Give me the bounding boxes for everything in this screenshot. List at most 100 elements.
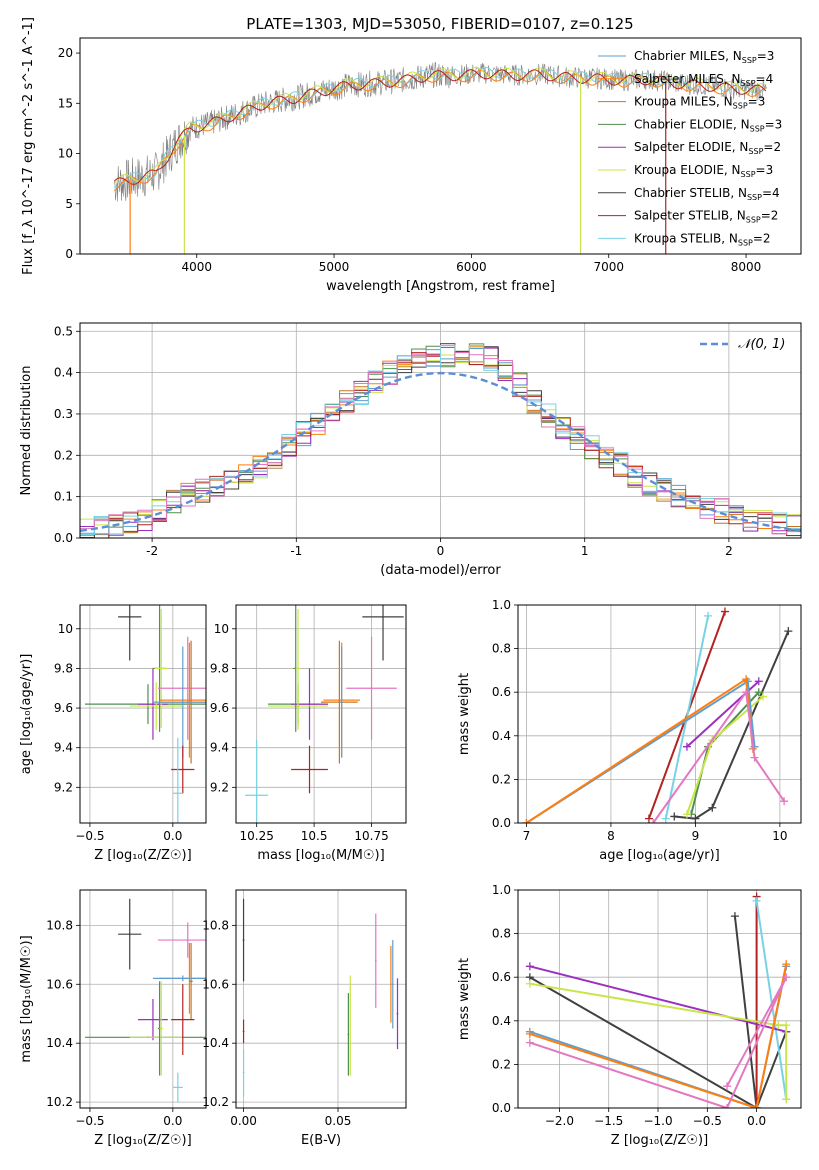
legend-entry: Chabrier STELIB, NSSP=4 (634, 186, 780, 202)
plot-frame (517, 604, 802, 824)
mass-vs-z-panel: −0.5 0.0 10.2 10.4 10.6 10.8 Z [log₁₀(Z/Z☉)] ma… (19, 889, 207, 1148)
legend-entry: Salpeter STELIB, NSSP=2 (634, 209, 778, 225)
legend-subscript: SSP (738, 238, 753, 247)
y-tick-label: 15 (58, 96, 73, 110)
data-point (176, 1086, 179, 1089)
y-tick-label: 0.6 (492, 685, 511, 699)
y-tick-label: 0.0 (492, 1101, 511, 1115)
y-tick-label: 0.0 (54, 531, 73, 545)
data-point-marker (752, 1104, 761, 1108)
y-tick-label: 10.2 (46, 1095, 73, 1109)
plot-frame (79, 37, 802, 255)
data-point (160, 1027, 163, 1030)
model-spectrum-line (113, 69, 767, 185)
data-point (391, 983, 394, 986)
x-tick-label: 7000 (593, 260, 624, 274)
mass-vs-ebv-panel: 0.00 0.05 10.2 10.4 10.6 10.8 E(B-V) (202, 889, 407, 1148)
y-tick-label: 20 (58, 46, 73, 60)
data-point (152, 703, 154, 705)
data-point-marker (682, 742, 691, 751)
x-axis-label: Z [log₁₀(Z/Z☉)] (94, 848, 191, 863)
x-tick-label: 7 (523, 829, 531, 843)
data-point (349, 1024, 352, 1027)
y-tick-label: 0.4 (492, 729, 511, 743)
data-point (297, 667, 299, 670)
legend-subscript: SSP (741, 170, 756, 179)
legend-label: Chabrier ELODIE, N (634, 117, 750, 131)
legend-label: Kroupa MILES, N (634, 95, 733, 109)
residuals-panel: -2 -1 0 1 2 0.0 0.1 0.2 0.3 0.4 0.5 (data-model)/er… (19, 322, 802, 578)
plot-area (84, 898, 206, 1103)
x-tick-label: 5000 (319, 260, 350, 274)
y-axis-label: age [log₁₀(age/yr)] (19, 654, 34, 775)
legend-label: Kroupa STELIB, N (634, 231, 738, 245)
data-point-marker (782, 973, 791, 982)
legend-label: Kroupa ELODIE, N (634, 163, 741, 177)
data-point (190, 980, 192, 983)
legend-suffix: =2 (763, 140, 781, 154)
data-point (160, 667, 163, 670)
data-point (186, 687, 189, 690)
data-point-marker (682, 810, 691, 819)
plot-area (245, 605, 404, 823)
y-tick-label: 10.4 (46, 1036, 73, 1050)
data-point-marker (784, 627, 793, 636)
y-tick-label: 10.6 (46, 977, 73, 991)
plot-area (84, 605, 206, 823)
y-tick-label: 10 (58, 622, 73, 636)
y-tick-label: 9.4 (54, 741, 73, 755)
age-vs-z-panel: −0.5 0.0 9.2 9.4 9.6 9.8 10 Z [log₁₀(Z/Z☉)] age … (19, 604, 207, 863)
x-tick-label: 8000 (731, 260, 762, 274)
data-point-marker (644, 814, 653, 823)
data-point-marker (782, 1095, 791, 1104)
data-point-marker (661, 814, 670, 823)
y-tick-label: 0 (65, 247, 73, 261)
x-axis-label: Z [log₁₀(Z/Z☉)] (94, 1133, 191, 1148)
data-point-marker (525, 962, 534, 971)
residual-histogram (80, 357, 801, 536)
y-tick-label: 0.4 (492, 1014, 511, 1028)
legend-suffix: =2 (761, 209, 779, 223)
data-point (181, 977, 184, 980)
y-axis-label: Flux [f_λ 10^-17 erg cm^-2 s^-1 A^-1] (21, 17, 36, 275)
y-tick-label: 0.3 (54, 407, 73, 421)
data-point (396, 1012, 399, 1015)
data-point-marker (774, 1021, 783, 1030)
legend-suffix: =3 (748, 95, 766, 109)
legend-subscript: SSP (748, 147, 763, 156)
legend-label: Chabrier MILES, N (634, 49, 742, 63)
legend-entry: Kroupa STELIB, NSSP=2 (634, 231, 771, 247)
data-point-marker (525, 979, 534, 988)
plot-frame (235, 889, 407, 1109)
legend-suffix: =4 (756, 72, 774, 86)
data-point-marker (649, 819, 658, 823)
y-tick-label: 9.2 (210, 780, 229, 794)
legend-subscript: SSP (750, 124, 765, 133)
y-axis-label: Normed distribution (19, 366, 34, 496)
data-point (255, 794, 258, 797)
x-tick-label: 0 (437, 544, 445, 558)
y-tick-label: 10 (214, 622, 229, 636)
x-axis-label: E(B-V) (301, 1133, 341, 1148)
data-point-marker (704, 611, 713, 620)
y-tick-label: 10 (58, 147, 73, 161)
x-tick-label: 0.0 (163, 829, 182, 843)
x-axis-label: (data-model)/error (380, 563, 501, 578)
data-point (242, 1030, 245, 1033)
x-tick-label: 10 (772, 829, 787, 843)
x-tick-label: −0.5 (75, 1114, 104, 1128)
data-point-marker (723, 1104, 732, 1108)
data-point (181, 701, 184, 704)
model-spectrum-line (113, 66, 767, 185)
spectrum-panel: 4000 5000 6000 7000 8000 0 5 10 15 20 wavelength [… (21, 17, 802, 294)
data-point (382, 615, 384, 618)
y-tick-label: 1.0 (492, 883, 511, 897)
x-tick-label: 0.00 (230, 1114, 257, 1128)
plot-area (113, 62, 767, 254)
data-point-marker (780, 797, 789, 806)
x-tick-label: 6000 (456, 260, 487, 274)
x-tick-label: −0.5 (693, 1114, 722, 1128)
plot-frame (517, 889, 802, 1109)
data-point-marker (742, 675, 751, 684)
